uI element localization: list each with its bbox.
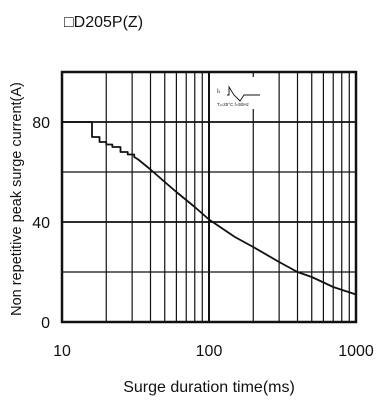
chart-title: □D205P(Z) xyxy=(64,14,143,31)
inset-symbol-label: Iₜ xyxy=(217,89,221,95)
series-layer xyxy=(62,121,357,296)
grid xyxy=(62,72,356,322)
inset-condition-text: Tⱼ=25°C f=50Hz xyxy=(217,102,250,107)
x-tick-label: 1000 xyxy=(338,343,374,360)
y-tick-label: 80 xyxy=(32,115,50,132)
series-line xyxy=(62,121,357,296)
y-tick-label: 40 xyxy=(32,215,50,232)
inset-diagram: Iₜ Tⱼ=25°C f=50Hz xyxy=(214,77,276,109)
x-tick-label: 100 xyxy=(196,343,223,360)
x-tick-label: 10 xyxy=(53,343,71,360)
x-tick-labels: 10 100 1000 xyxy=(53,343,374,360)
x-axis-label: Surge duration time(ms) xyxy=(123,379,295,396)
inset-background xyxy=(214,77,276,109)
inset-waveform xyxy=(227,85,260,102)
y-axis-label: Non repetitive peak surge current(A) xyxy=(9,82,25,316)
y-tick-label: 0 xyxy=(41,315,50,332)
plot-frame xyxy=(60,70,358,324)
y-tick-labels: 0 40 80 xyxy=(32,115,50,332)
